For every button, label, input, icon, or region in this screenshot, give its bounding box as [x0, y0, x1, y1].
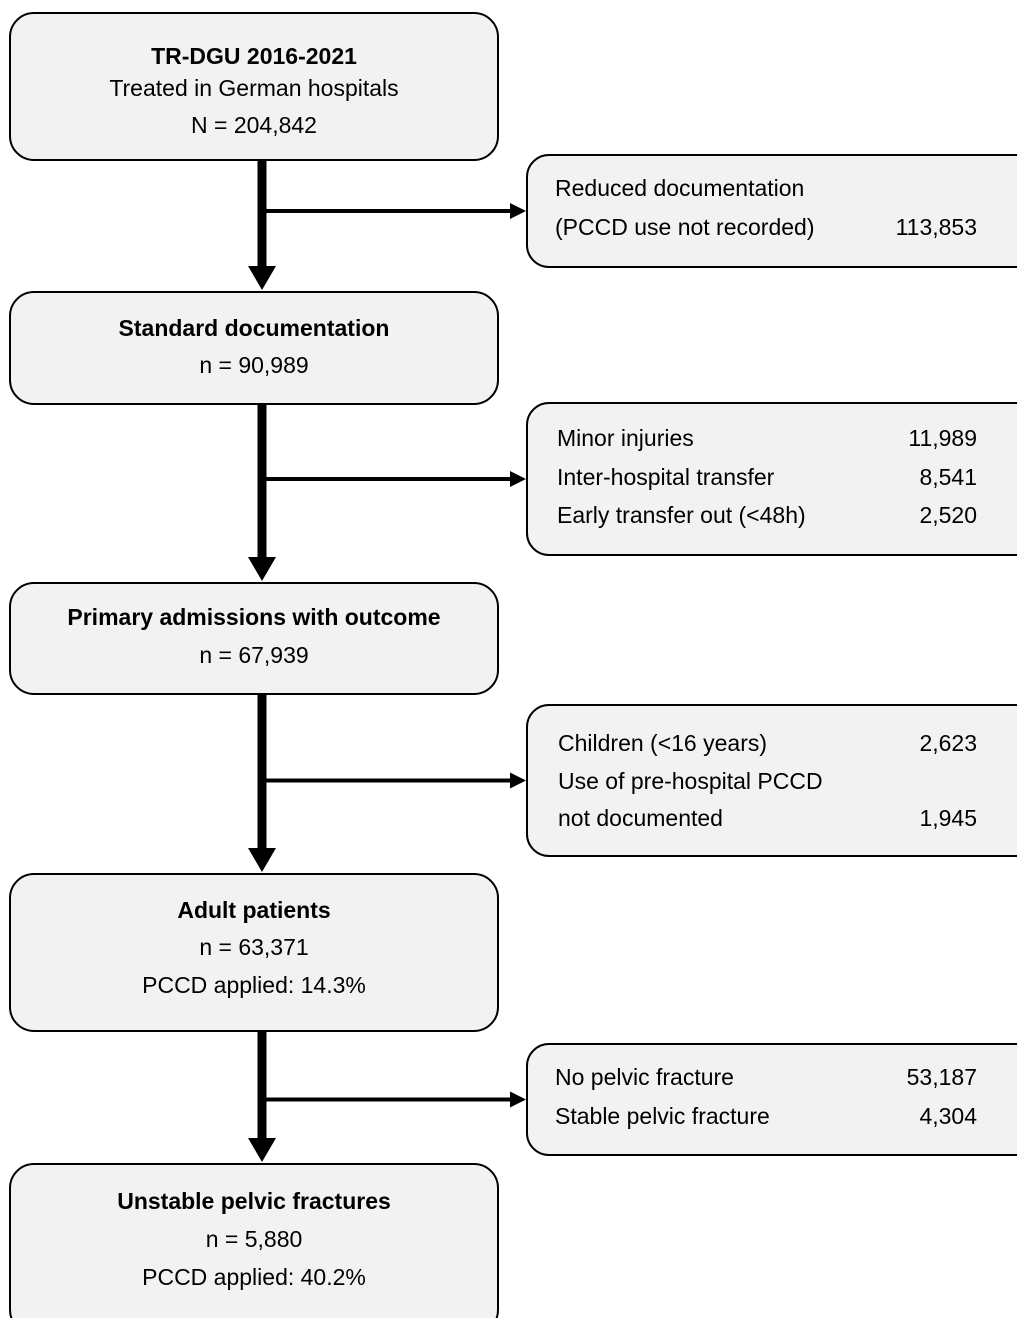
exclusion-count: 53,187: [907, 1064, 977, 1090]
exclusion-count: 2,520: [919, 502, 977, 528]
stage-box: [9, 1163, 499, 1318]
branch-head: [510, 1091, 526, 1108]
exclusion-label: Early transfer out (<48h): [557, 502, 806, 528]
exclusion-label: Inter-hospital transfer: [557, 464, 775, 490]
stage-detail: PCCD applied: 14.3%: [142, 972, 366, 998]
stage-title: Standard documentation: [119, 315, 390, 341]
arrow-head: [248, 848, 276, 872]
exclusion-label: Minor injuries: [557, 425, 694, 451]
stage-detail: Treated in German hospitals: [109, 75, 398, 101]
exclusion-label: Stable pelvic fracture: [555, 1103, 770, 1129]
arrow-head: [248, 557, 276, 581]
exclusion-box: [526, 1043, 1017, 1156]
stage-detail: n = 63,371: [199, 934, 308, 960]
exclusion-box: [526, 154, 1017, 268]
branch-head: [510, 772, 526, 789]
exclusion-count: 8,541: [919, 464, 977, 490]
stage-detail: N = 204,842: [191, 112, 317, 138]
exclusion-count: 4,304: [919, 1103, 977, 1129]
stage-detail: n = 67,939: [199, 642, 308, 668]
exclusion-label: Use of pre-hospital PCCD: [558, 768, 823, 794]
exclusion-label: not documented: [558, 805, 723, 831]
branch-head: [510, 471, 526, 487]
exclusion-box: [526, 704, 1017, 857]
stage-detail: PCCD applied: 40.2%: [142, 1264, 366, 1290]
stage-box: [9, 291, 499, 405]
exclusion-label: Reduced documentation: [555, 175, 804, 201]
stage-box: [9, 12, 499, 161]
exclusion-count: 2,623: [919, 730, 977, 756]
stage-box: [9, 873, 499, 1032]
stage-title: Adult patients: [177, 897, 330, 923]
exclusion-label: (PCCD use not recorded): [555, 214, 815, 240]
stage-title: Primary admissions with outcome: [67, 604, 440, 630]
exclusion-label: Children (<16 years): [558, 730, 767, 756]
stage-title: Unstable pelvic fractures: [117, 1188, 391, 1214]
exclusion-count: 1,945: [919, 805, 977, 831]
stage-box: [9, 582, 499, 695]
stage-detail: n = 5,880: [206, 1226, 303, 1252]
arrow-head: [248, 1138, 276, 1162]
exclusion-label: No pelvic fracture: [555, 1064, 734, 1090]
stage-title: TR-DGU 2016-2021: [151, 43, 357, 69]
branch-head: [510, 203, 526, 219]
exclusion-box: [526, 402, 1017, 556]
arrow-head: [248, 266, 276, 290]
exclusion-count: 11,989: [908, 425, 977, 451]
stage-detail: n = 90,989: [199, 352, 308, 378]
exclusion-count: 113,853: [896, 214, 977, 240]
